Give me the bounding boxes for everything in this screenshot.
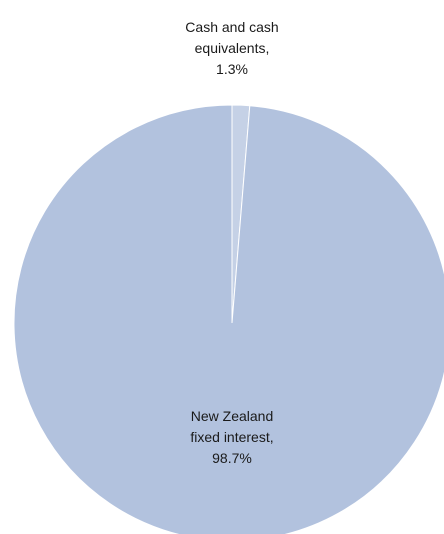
- data-label-line: fixed interest,: [190, 429, 273, 445]
- pie-labels: Cash and cash equivalents, 1.3% New Zealand…: [185, 19, 278, 466]
- pie-slice-new-zealand-fixed-interest: [13, 104, 444, 534]
- data-label-line: Cash and cash: [185, 19, 278, 35]
- data-label-line: 98.7%: [212, 450, 252, 466]
- data-label-line: 1.3%: [216, 61, 248, 77]
- pie-slices: [13, 104, 444, 534]
- data-label-new-zealand-fixed-interest: New Zealand fixed interest, 98.7%: [190, 408, 273, 466]
- data-label-cash-and-cash-equivalents: Cash and cash equivalents, 1.3%: [185, 19, 278, 77]
- data-label-line: equivalents,: [195, 40, 270, 56]
- data-label-line: New Zealand: [191, 408, 274, 424]
